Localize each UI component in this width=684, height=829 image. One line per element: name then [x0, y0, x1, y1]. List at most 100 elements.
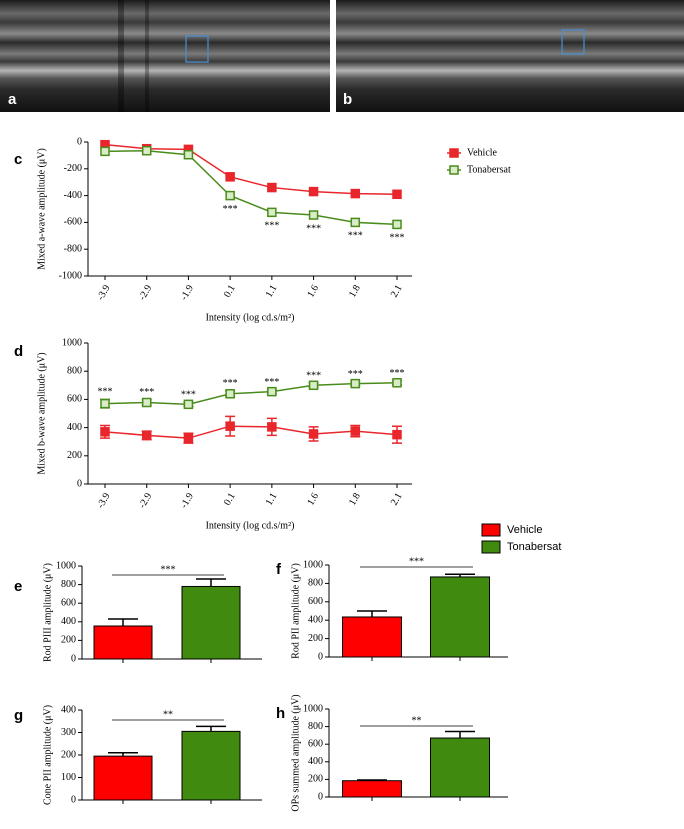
y-tick-label: 600 [308, 596, 323, 607]
panel-label: e [14, 578, 22, 595]
significance-label: *** [139, 387, 154, 398]
significance-label: *** [264, 221, 279, 232]
significance-label: *** [306, 223, 321, 234]
significance-label: *** [161, 564, 176, 575]
marker [308, 429, 319, 439]
marker [183, 399, 194, 410]
y-tick-label: -600 [64, 217, 82, 228]
panel-label: c [14, 151, 22, 168]
y-tick-label: 0 [77, 136, 82, 147]
y-tick-label: 0 [71, 653, 76, 664]
y-tick-label: 200 [61, 749, 76, 760]
marker [183, 433, 194, 443]
y-tick-label: 400 [61, 704, 76, 715]
panel-label: d [14, 343, 23, 360]
significance-label: *** [223, 204, 238, 215]
y-tick-label: 400 [67, 422, 82, 433]
legend-label: Vehicle [507, 524, 542, 536]
series-line [104, 382, 398, 406]
legend-marker [449, 165, 459, 175]
bar [181, 585, 241, 660]
bar [342, 780, 402, 798]
significance-label: *** [264, 377, 279, 388]
marker [308, 186, 319, 197]
marker [392, 429, 402, 440]
marker [225, 421, 235, 431]
oct-image-a: a [0, 0, 330, 112]
panel-label: h [276, 705, 285, 722]
marker [100, 427, 110, 437]
marker [267, 422, 277, 432]
legend-swatch [481, 523, 501, 537]
y-axis-label: Mixed a-wave amplitude (μV) [36, 148, 47, 270]
y-tick-label: 200 [67, 450, 82, 461]
marker [141, 430, 152, 441]
significance-label: *** [348, 369, 363, 380]
x-tick-label: 2.1 [389, 491, 405, 507]
x-tick-label: 1.6 [305, 491, 321, 507]
bar [181, 730, 241, 801]
x-tick-label: -1.9 [179, 283, 196, 302]
marker [350, 378, 361, 389]
significance-label: *** [409, 556, 424, 567]
y-tick-label: -800 [64, 243, 82, 254]
y-tick-label: 600 [308, 738, 323, 749]
y-tick-label: 0 [318, 651, 323, 662]
panel-label: g [14, 707, 23, 724]
marker [267, 386, 277, 397]
marker [350, 217, 361, 228]
y-axis-label: Rod PIII amplitude (μV) [42, 563, 53, 662]
marker [308, 380, 319, 391]
x-tick-label: -3.9 [95, 491, 112, 510]
y-tick-label: 0 [318, 791, 323, 802]
y-tick-label: 400 [61, 616, 76, 627]
image-label: a [8, 91, 17, 108]
y-tick-label: 200 [308, 633, 323, 644]
y-tick-label: 800 [67, 365, 82, 376]
y-tick-label: 1000 [303, 703, 323, 714]
x-tick-label: 1.8 [347, 283, 363, 299]
oct-image-b: b [336, 0, 684, 112]
x-tick-label: -1.9 [179, 491, 196, 510]
x-tick-label: 1.1 [264, 491, 280, 507]
marker [350, 426, 361, 436]
y-tick-label: 200 [61, 635, 76, 646]
legend-label: Vehicle [467, 147, 498, 158]
y-tick-label: -200 [64, 163, 82, 174]
y-tick-label: 1000 [56, 560, 76, 571]
y-tick-label: -1000 [59, 270, 82, 281]
marker [392, 219, 402, 230]
y-tick-label: 1000 [303, 559, 323, 570]
marker [141, 145, 152, 156]
marker [141, 397, 152, 408]
panel-label: f [276, 561, 282, 578]
x-axis-label: Intensity (log cd.s/m²) [206, 312, 295, 323]
marker [350, 188, 361, 199]
bar [93, 755, 153, 801]
y-tick-label: 800 [308, 578, 323, 589]
x-tick-label: -2.9 [137, 491, 154, 510]
x-tick-label: 1.6 [305, 283, 321, 299]
series-line [104, 143, 398, 196]
bar [342, 616, 402, 658]
significance-label: *** [390, 233, 405, 244]
marker [183, 149, 194, 160]
y-tick-label: 800 [61, 579, 76, 590]
y-tick-label: 400 [308, 614, 323, 625]
marker [392, 189, 402, 200]
x-tick-label: 1.1 [264, 283, 280, 299]
significance-label: *** [390, 368, 405, 379]
marker [100, 398, 110, 409]
x-tick-label: 0.1 [222, 491, 238, 507]
significance-label: *** [223, 378, 238, 389]
marker [100, 146, 110, 157]
x-tick-label: -2.9 [137, 283, 154, 302]
y-axis-label: Cone PII amplitude (μV) [42, 705, 53, 805]
marker [308, 210, 319, 220]
y-tick-label: 600 [61, 597, 76, 608]
y-tick-label: 100 [61, 772, 76, 783]
significance-label: *** [306, 370, 321, 381]
x-axis-label: Intensity (log cd.s/m²) [206, 520, 295, 531]
x-tick-label: 2.1 [389, 283, 405, 299]
marker [267, 207, 277, 218]
